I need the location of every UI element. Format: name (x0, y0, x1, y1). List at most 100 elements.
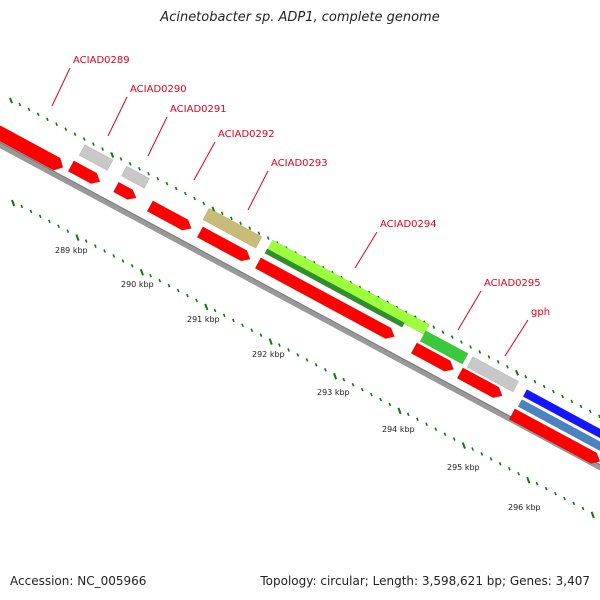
feature-green (419, 330, 469, 365)
inner-tick (186, 293, 189, 298)
inner-tick (305, 358, 309, 362)
map-title: Acinetobacter sp. ADP1, complete genome (160, 10, 440, 25)
inner-tick (324, 368, 327, 372)
inner-tick (351, 382, 355, 387)
inner-tick (370, 392, 373, 397)
gene-label: ACIAD0290 (130, 84, 187, 95)
inner-tick (379, 397, 382, 402)
outer-tick (165, 181, 169, 186)
cds-arrow (0, 125, 64, 171)
outer-tick (230, 216, 233, 221)
inner-tick (20, 204, 24, 209)
outer-tick (506, 365, 509, 369)
inner-tick (406, 412, 410, 417)
gene-leader-line (504, 319, 529, 357)
feature-gray (466, 356, 520, 393)
cds-arrow (410, 342, 455, 372)
inner-tick-row (11, 199, 595, 519)
outer-tick (248, 226, 252, 230)
feature-steelblue (517, 399, 600, 452)
inner-tick (38, 214, 42, 219)
inner-tick (563, 496, 566, 501)
outer-tick (588, 409, 592, 414)
inner-tick (94, 244, 97, 248)
inner-tick (498, 462, 502, 466)
feature-blue (522, 389, 600, 439)
outer-tick (18, 102, 22, 107)
cds-arrow (456, 367, 503, 399)
outer-tick (27, 107, 31, 112)
inner-tick (360, 387, 364, 392)
gene-label: gph (531, 307, 550, 318)
inner-tick (250, 328, 254, 332)
outer-tick (202, 201, 206, 206)
feature-layer (0, 125, 600, 464)
inner-tick (241, 323, 244, 328)
gene-leader-line (51, 67, 71, 107)
cds-arrow (254, 257, 395, 339)
inner-tick (66, 229, 70, 233)
outer-tick (561, 394, 564, 399)
outer-tick (266, 236, 270, 240)
inner-tick (388, 402, 392, 407)
outer-tick (36, 112, 40, 117)
outer-tick (487, 355, 491, 359)
cds-arrow (146, 200, 192, 231)
inner-tick (149, 273, 152, 278)
inner-tick (232, 318, 235, 323)
outer-tick (193, 196, 196, 201)
gene-label: ACIAD0293 (271, 158, 328, 169)
scale-label: 289 kbp (55, 246, 88, 255)
inner-tick (268, 338, 273, 345)
outer-tick (515, 369, 519, 376)
inner-tick (535, 481, 539, 486)
inner-tick (314, 363, 318, 367)
outer-tick (478, 350, 482, 354)
inner-tick (11, 199, 16, 207)
inner-tick (554, 491, 557, 496)
inner-tick (544, 486, 548, 491)
inner-tick (48, 219, 51, 224)
cds-arrow (196, 226, 251, 262)
inner-tick (29, 209, 33, 214)
outer-tick (101, 147, 104, 151)
inner-tick (443, 432, 447, 436)
inner-tick (508, 467, 511, 471)
scale-label: 296 kbp (508, 503, 541, 512)
outer-tick (119, 157, 123, 161)
outer-tick (552, 389, 555, 394)
inner-tick (333, 372, 338, 380)
gene-label: ACIAD0292 (218, 129, 275, 140)
inner-tick (112, 254, 116, 258)
scale-label: 293 kbp (317, 388, 350, 397)
outer-tick (441, 330, 445, 334)
accession-text: Accession: NC_005966 (10, 574, 147, 588)
inner-tick (57, 224, 60, 229)
outer-tick (220, 211, 224, 216)
inner-tick (176, 288, 180, 293)
gene-label: ACIAD0291 (170, 104, 227, 115)
inner-tick (461, 442, 466, 449)
outer-tick (64, 127, 68, 131)
scale-label: 295 kbp (447, 463, 480, 472)
outer-tick (9, 97, 13, 104)
gene-label: ACIAD0295 (484, 278, 541, 289)
inner-tick (213, 308, 217, 313)
outer-tick (55, 122, 58, 127)
scale-label: 291 kbp (187, 315, 220, 324)
gene-leader-line (147, 116, 168, 157)
scale-label: 294 kbp (382, 425, 415, 434)
outer-tick (469, 345, 472, 349)
inner-tick (84, 239, 88, 243)
outer-tick (496, 360, 500, 364)
gene-leader-line (247, 170, 269, 211)
outer-tick (533, 379, 537, 384)
inner-tick (517, 471, 520, 476)
inner-tick (434, 427, 438, 431)
outer-tick (432, 325, 436, 329)
outer-tick (174, 186, 178, 191)
inner-tick (572, 501, 576, 506)
gene-label: ACIAD0294 (380, 219, 437, 230)
gene-label-layer: ACIAD0289 ACIAD0290 ACIAD0291 ACIAD0292 ACIA… (51, 55, 550, 357)
